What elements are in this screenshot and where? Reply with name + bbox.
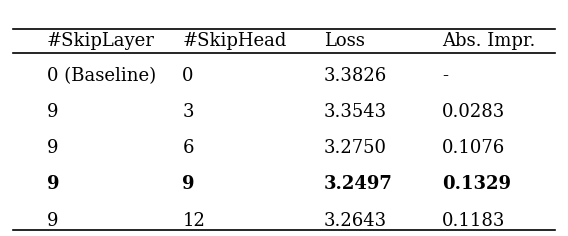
Text: 6: 6 [182,139,194,157]
Text: 9: 9 [47,176,59,194]
Text: #SkipHead: #SkipHead [182,32,287,50]
Text: 0: 0 [182,67,194,85]
Text: 3.3543: 3.3543 [324,103,387,121]
Text: 3.2643: 3.2643 [324,212,387,230]
Text: 3: 3 [182,103,194,121]
Text: 0.1329: 0.1329 [442,176,511,194]
Text: 9: 9 [47,139,58,157]
Text: 0 (Baseline): 0 (Baseline) [47,67,156,85]
Text: 3.2497: 3.2497 [324,176,392,194]
Text: 3.3826: 3.3826 [324,67,387,85]
Text: 9: 9 [47,212,58,230]
Text: Abs. Impr.: Abs. Impr. [442,32,536,50]
Text: 0.1183: 0.1183 [442,212,506,230]
Text: 0.0283: 0.0283 [442,103,506,121]
Text: #SkipLayer: #SkipLayer [47,32,154,50]
Text: -: - [442,67,448,85]
Text: 3.2750: 3.2750 [324,139,387,157]
Text: Loss: Loss [324,32,365,50]
Text: 12: 12 [182,212,205,230]
Text: 0.1076: 0.1076 [442,139,506,157]
Text: 9: 9 [182,176,195,194]
Text: 9: 9 [47,103,58,121]
